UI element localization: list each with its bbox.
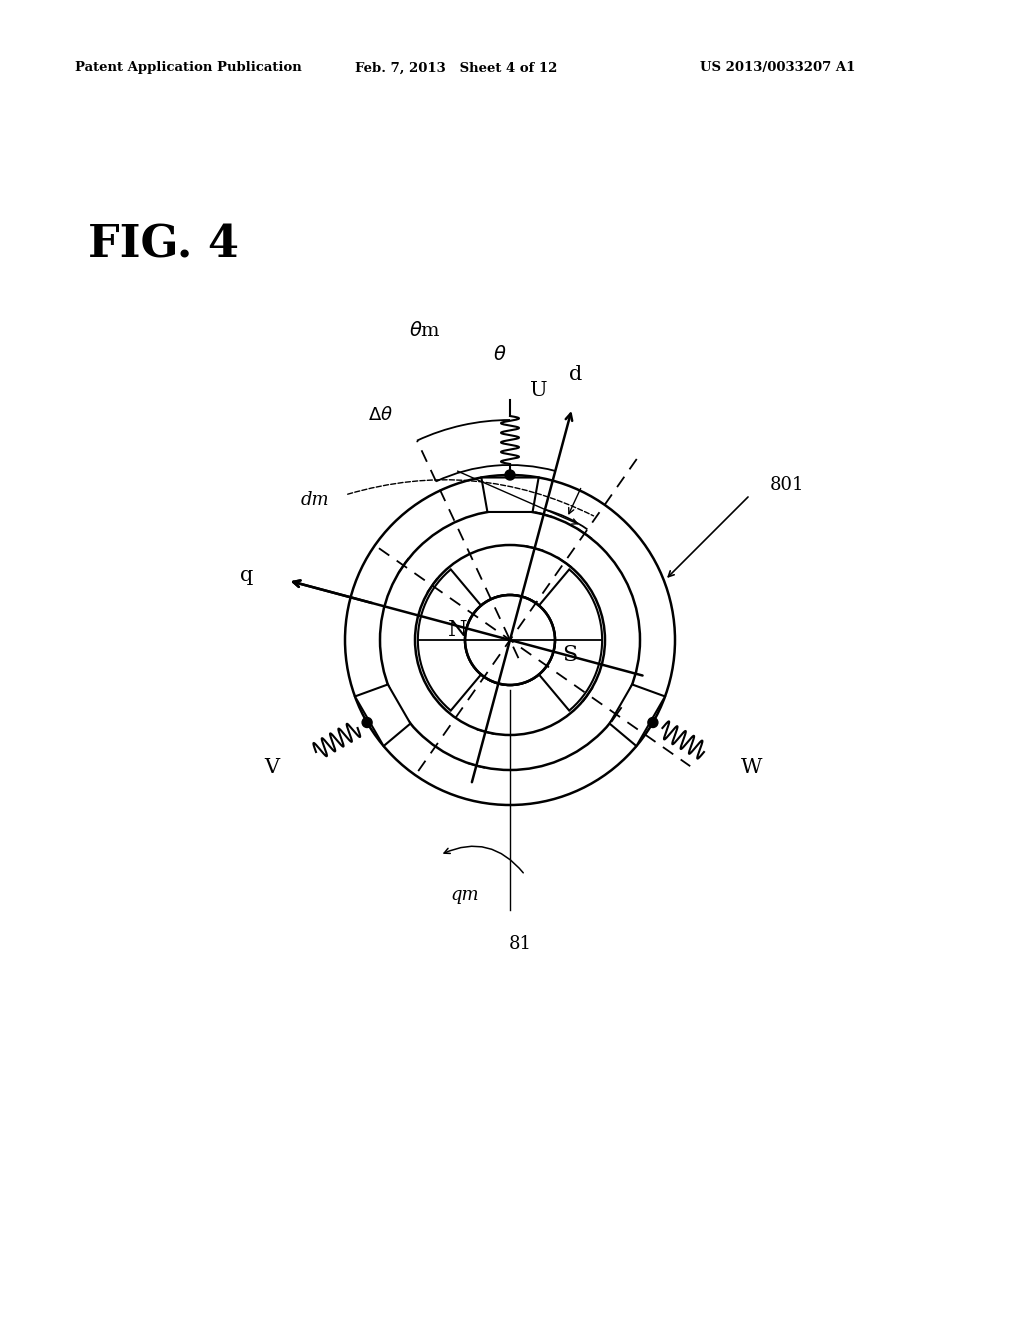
Text: dm: dm xyxy=(301,491,330,510)
Text: US 2013/0033207 A1: US 2013/0033207 A1 xyxy=(700,62,855,74)
Text: Patent Application Publication: Patent Application Publication xyxy=(75,62,302,74)
Polygon shape xyxy=(609,685,665,746)
Circle shape xyxy=(648,718,657,727)
Polygon shape xyxy=(481,478,539,512)
Circle shape xyxy=(505,470,515,480)
Text: V: V xyxy=(264,758,280,777)
Polygon shape xyxy=(355,685,411,746)
Text: FIG. 4: FIG. 4 xyxy=(88,223,239,267)
Text: W: W xyxy=(740,758,762,777)
Text: U: U xyxy=(530,380,548,400)
Text: q: q xyxy=(241,566,254,585)
Text: $\theta$m: $\theta$m xyxy=(409,321,441,339)
Text: qm: qm xyxy=(451,886,479,904)
Circle shape xyxy=(465,595,555,685)
Text: Feb. 7, 2013   Sheet 4 of 12: Feb. 7, 2013 Sheet 4 of 12 xyxy=(355,62,557,74)
Text: 81: 81 xyxy=(509,935,531,953)
Text: $\theta$: $\theta$ xyxy=(494,346,507,364)
Text: S: S xyxy=(562,644,578,667)
Polygon shape xyxy=(418,569,481,710)
Polygon shape xyxy=(539,569,602,710)
Text: 801: 801 xyxy=(770,477,805,494)
Circle shape xyxy=(362,718,372,727)
Text: N: N xyxy=(449,619,468,642)
Text: $\Delta$$\theta$: $\Delta$$\theta$ xyxy=(368,407,392,424)
Text: d: d xyxy=(569,364,583,384)
